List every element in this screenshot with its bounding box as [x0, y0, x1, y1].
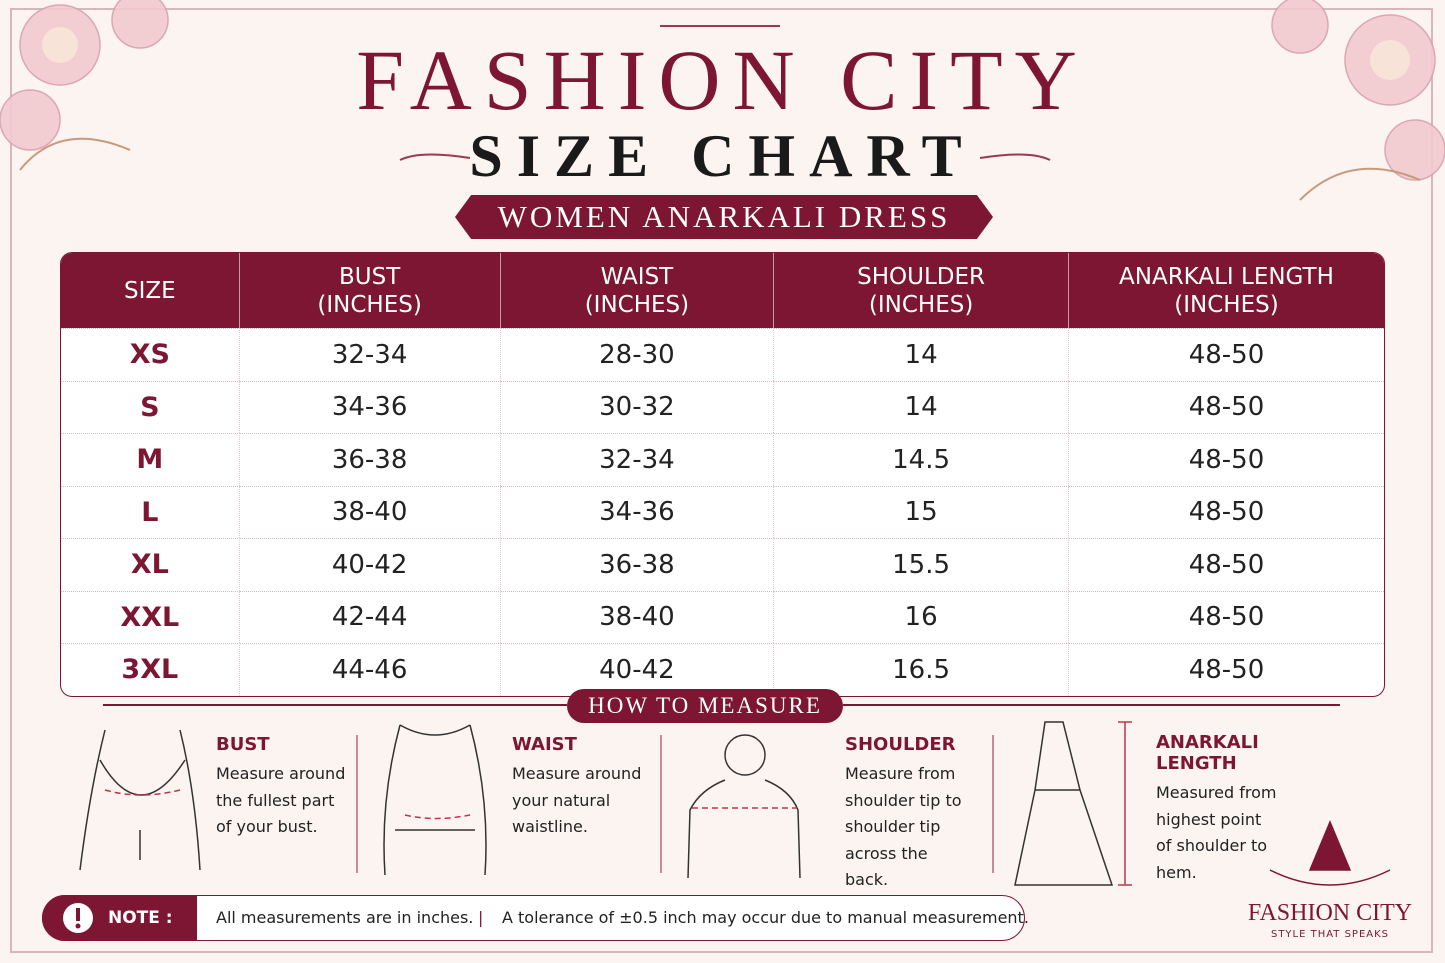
cell: 42-44	[239, 590, 501, 643]
cell: 34-36	[500, 485, 775, 538]
size-cell: XL	[61, 538, 240, 591]
item-text: Measure around your natural waistline.	[512, 764, 642, 836]
cell: 48-50	[1068, 485, 1384, 539]
frame	[10, 8, 1433, 953]
size-cell: XXL	[61, 590, 240, 643]
column-unit: (INCHES)	[1174, 291, 1279, 318]
cell: 48-50	[1068, 538, 1384, 591]
column-header: BUST (INCHES)	[239, 253, 501, 328]
note-text: A tolerance of ±0.5 inch may occur due t…	[502, 908, 1029, 927]
size-cell: XS	[61, 328, 240, 381]
column-header: ANARKALI LENGTH (INCHES)	[1068, 253, 1384, 328]
cell: 38-40	[500, 590, 775, 643]
cell: 48-50	[1068, 380, 1384, 434]
measure-item: BUST Measure around the fullest part of …	[216, 734, 351, 841]
note-label: NOTE :	[108, 908, 173, 928]
subtitle: SIZE CHART	[469, 123, 976, 189]
table-row: L 38-40 34-36 15 48-50	[61, 485, 1384, 539]
measure-item: SHOULDER Measure from shoulder tip to sh…	[845, 734, 975, 894]
column-label: SHOULDER	[857, 263, 986, 290]
cell: 34-36	[239, 380, 501, 433]
section-title: HOW TO MEASURE	[567, 689, 843, 723]
column-unit: (INCHES)	[868, 291, 974, 318]
column-unit: (INCHES)	[584, 291, 690, 318]
cell: 36-38	[500, 538, 775, 591]
column-header: SIZE	[61, 253, 240, 328]
table-row: M 36-38 32-34 14.5 48-50	[61, 433, 1384, 486]
size-cell: S	[61, 380, 240, 433]
item-title: SHOULDER	[845, 734, 956, 755]
note-text: All measurements are in inches.	[216, 908, 474, 927]
size-cell: 3XL	[61, 643, 240, 696]
cell: 48-50	[1068, 643, 1384, 696]
cell: 40-42	[239, 538, 501, 591]
cell: 48-50	[1068, 328, 1384, 381]
column-label: ANARKALI LENGTH	[1119, 263, 1334, 290]
cell: 14	[774, 328, 1069, 381]
title: FASHION CITY	[356, 32, 1089, 128]
cell: 16.5	[774, 643, 1069, 696]
separator: |	[478, 908, 484, 927]
cell: 48-50	[1068, 433, 1384, 486]
column-label: WAIST	[600, 263, 674, 290]
cell: 48-50	[1068, 590, 1384, 644]
cell: 36-38	[239, 433, 501, 486]
column-header: SHOULDER (INCHES)	[774, 253, 1069, 328]
divider	[992, 735, 994, 873]
cell: 15.5	[774, 538, 1069, 591]
size-table: SIZE BUST (INCHES) WAIST (INCHES) SHOULDER (IN…	[60, 252, 1385, 697]
logo-tagline: STYLE THAT SPEAKS	[1270, 929, 1390, 940]
cell: 15	[774, 485, 1069, 538]
cell: 40-42	[500, 643, 775, 696]
size-cell: L	[61, 485, 240, 538]
table-row: XS 32-34 28-30 14 48-50	[61, 328, 1384, 381]
measure-item: ANARKALI LENGTH Measured from highest po…	[1156, 732, 1331, 886]
item-text: Measure from shoulder tip to shoulder ti…	[845, 764, 962, 889]
table-row: S 34-36 30-32 14 48-50	[61, 380, 1384, 434]
note-box	[42, 895, 1025, 941]
table-row: 3XL 44-46 40-42 16.5 48-50	[61, 643, 1384, 696]
cell: 14.5	[774, 433, 1069, 486]
note-label-box: NOTE :	[42, 895, 197, 941]
cell: 44-46	[239, 643, 501, 696]
cell: 38-40	[239, 485, 501, 538]
divider	[356, 735, 358, 873]
cell: 32-34	[500, 433, 775, 486]
logo-name: FASHION CITY	[1247, 900, 1413, 926]
divider	[660, 735, 662, 873]
item-title: BUST	[216, 734, 270, 755]
column-label: SIZE	[123, 277, 176, 304]
cell: 28-30	[500, 328, 775, 381]
cell: 32-34	[239, 328, 501, 381]
item-title: ANARKALI LENGTH	[1156, 732, 1259, 774]
cell: 14	[774, 380, 1069, 433]
column-unit: (INCHES)	[317, 291, 422, 318]
item-text: Measured from highest point of shoulder …	[1156, 783, 1277, 882]
size-cell: M	[61, 433, 240, 486]
banner: WOMEN ANARKALI DRESS	[455, 195, 993, 239]
table-row: XL 40-42 36-38 15.5 48-50	[61, 538, 1384, 591]
cell: 30-32	[500, 380, 775, 433]
item-title: WAIST	[512, 734, 577, 755]
note-icon	[63, 903, 93, 933]
table-row: XXL 42-44 38-40 16 48-50	[61, 590, 1384, 644]
item-text: Measure around the fullest part of your …	[216, 764, 346, 836]
column-label: BUST	[338, 263, 401, 290]
cell: 16	[774, 590, 1069, 643]
measure-item: WAIST Measure around your natural waistl…	[512, 734, 642, 841]
column-header: WAIST (INCHES)	[500, 253, 775, 328]
